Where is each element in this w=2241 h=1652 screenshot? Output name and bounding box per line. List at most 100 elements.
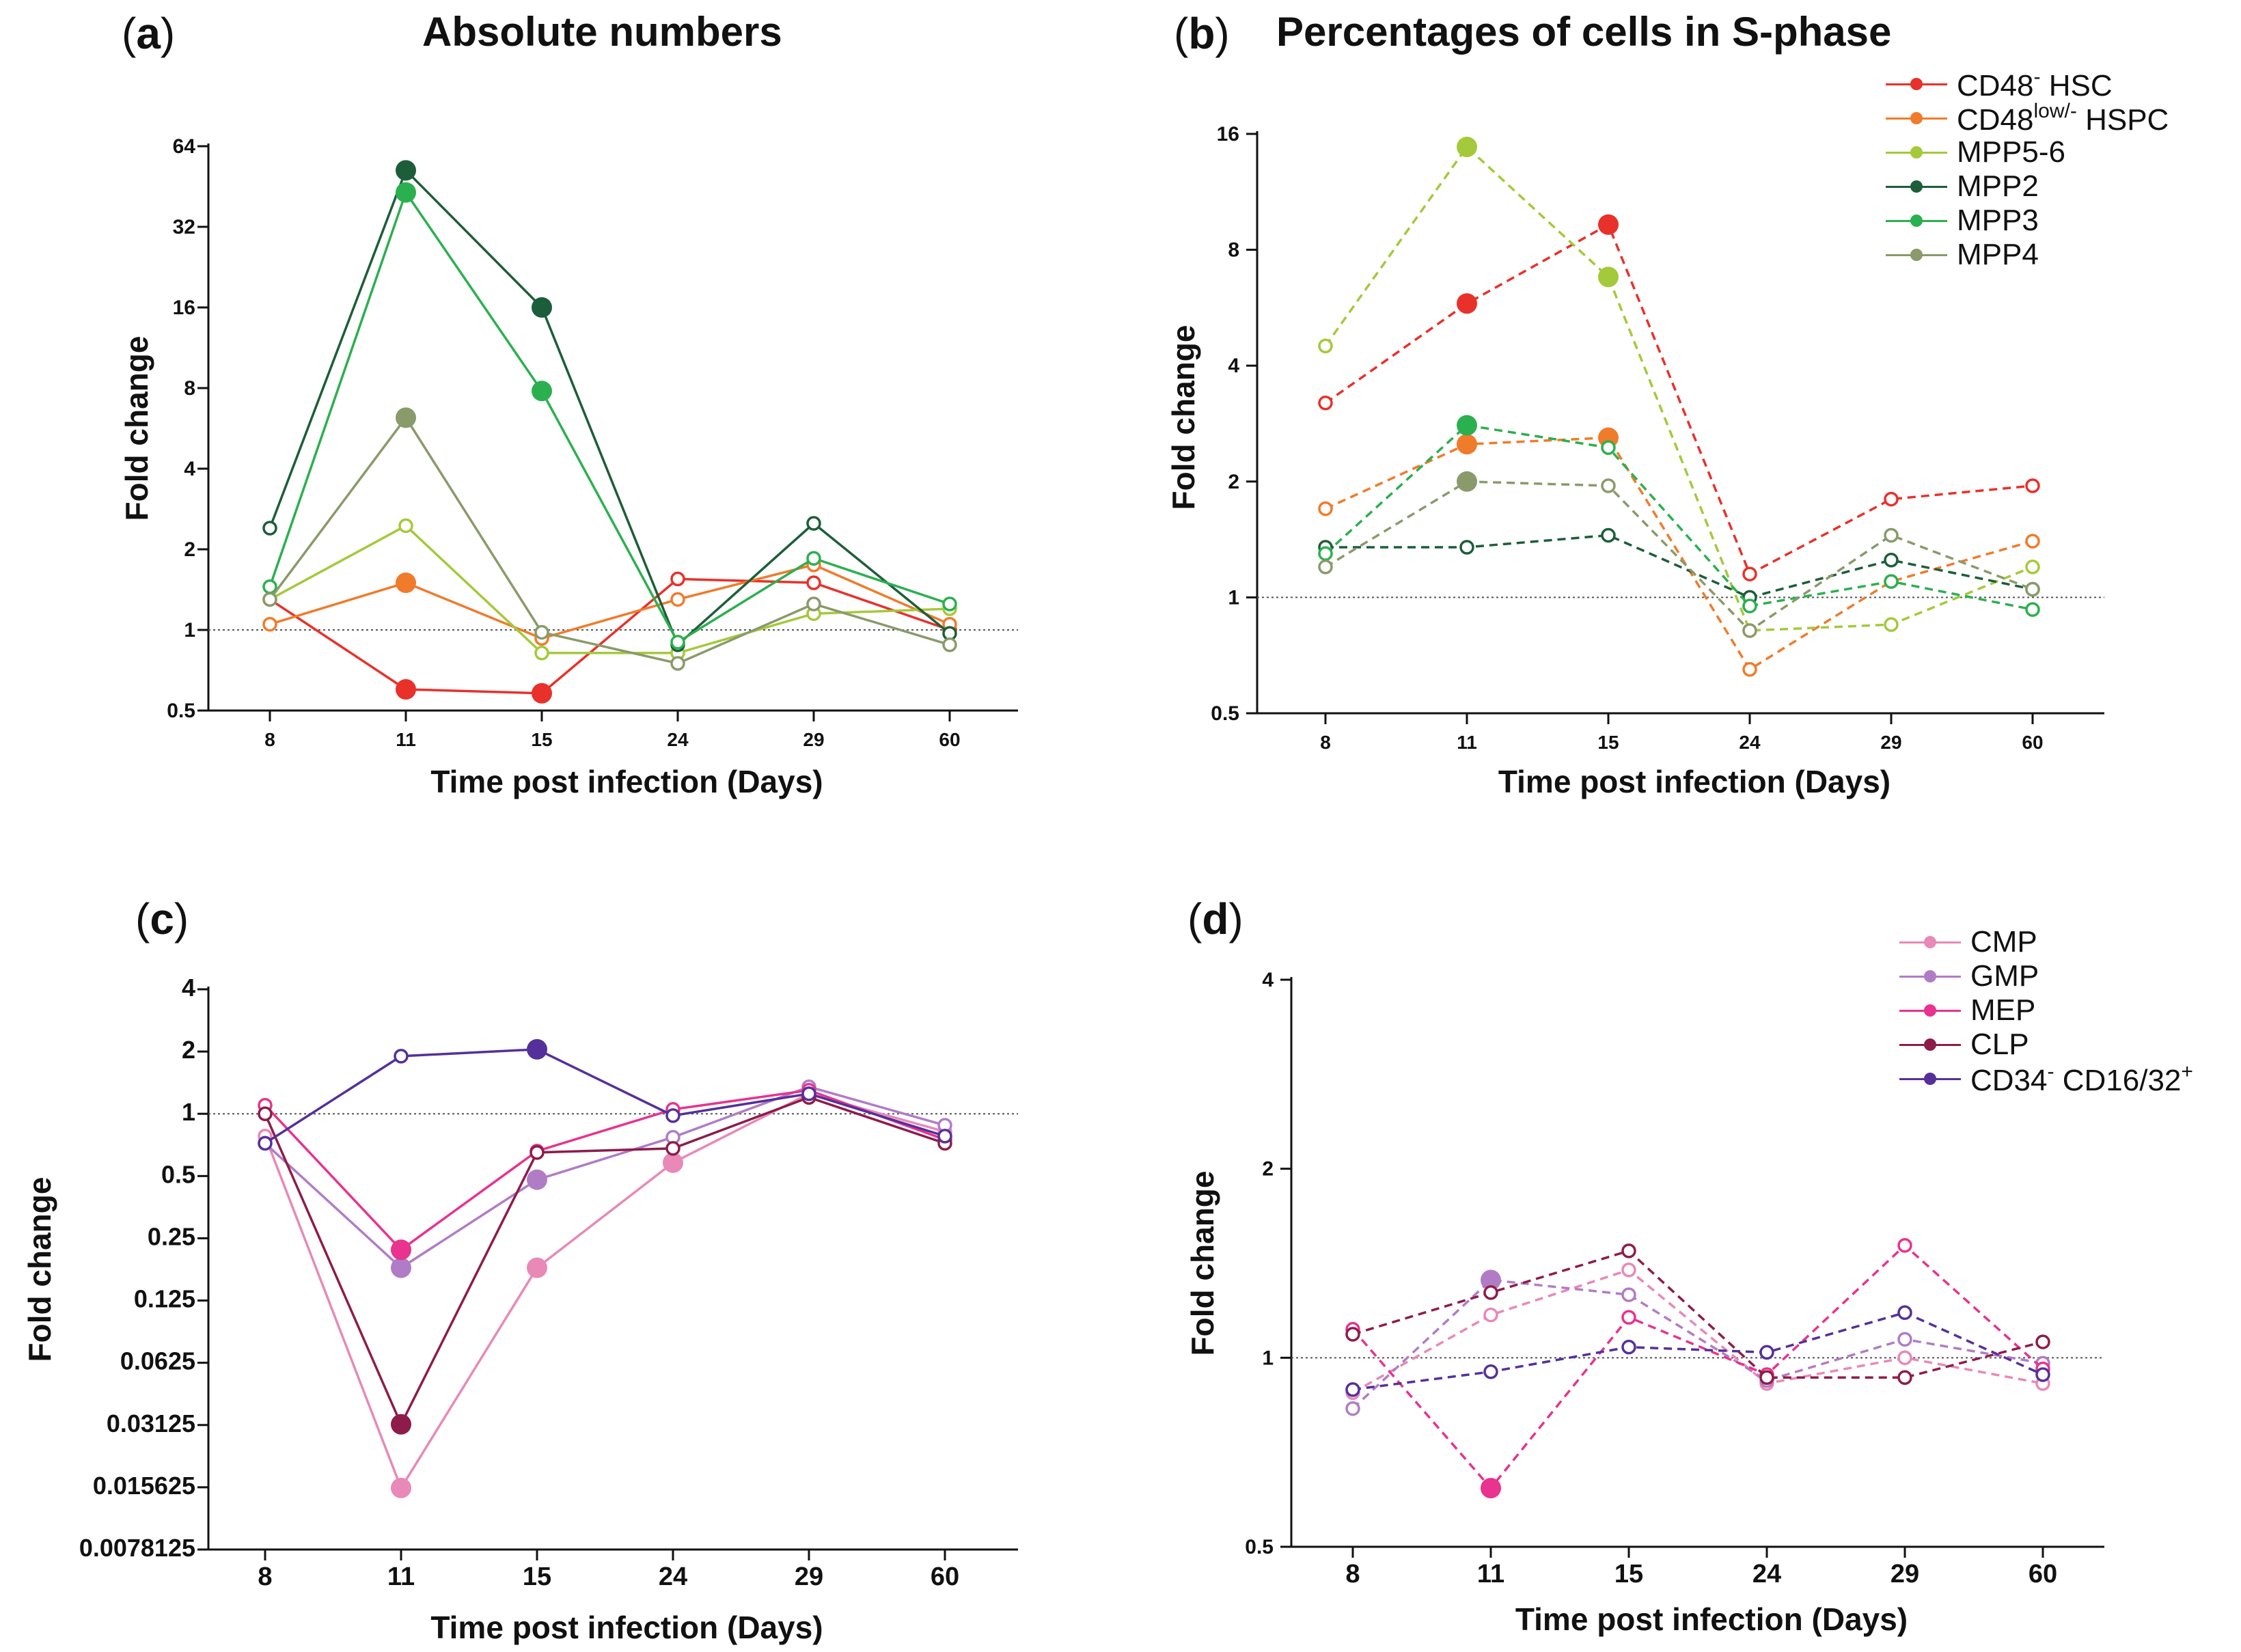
y-tick-label-c: 0.125 (134, 1285, 195, 1313)
series-line-b (1325, 436, 2033, 672)
x-tick-label-c: 29 (795, 1562, 823, 1591)
y-tick-label-a: 0.5 (167, 700, 195, 722)
y-axis-label-c: Fold change (22, 1177, 57, 1362)
data-point-a (396, 678, 416, 700)
data-point-d (1897, 1238, 1912, 1253)
data-point-b (1457, 434, 1477, 455)
y-tick-label-c: 0.0078125 (79, 1534, 195, 1562)
x-tick-label-a: 11 (396, 729, 416, 750)
data-point-a (396, 160, 416, 181)
legend-label: MEP (1970, 993, 2036, 1027)
data-point-b (1318, 546, 1333, 561)
series-line-c (264, 1088, 946, 1252)
data-point-d (1759, 1345, 1774, 1360)
y-tick-label-b: 0.5 (1211, 702, 1239, 725)
y-tick-label-c: 0.03125 (107, 1409, 195, 1437)
legend-label: GMP (1970, 959, 2039, 993)
legend-item: MPP3 (1886, 204, 2169, 238)
y-tick-label-b: 8 (1228, 239, 1239, 262)
chart-title-a: Absolute numbers (422, 9, 782, 55)
data-point-a (670, 635, 685, 650)
legend-swatch (1886, 245, 1947, 265)
data-point-d (1897, 1370, 1912, 1386)
y-tick-label-c: 0.25 (148, 1222, 195, 1250)
data-point-c (530, 1145, 545, 1160)
series-line-a (269, 168, 951, 647)
legend-item: MPP5-6 (1886, 135, 2169, 169)
y-axis-label-a: Fold change (119, 336, 154, 521)
data-point-d (1897, 1332, 1912, 1347)
data-point-c (394, 1049, 409, 1064)
data-point-a (670, 571, 685, 587)
x-tick-label-b: 29 (1880, 732, 1901, 753)
data-point-c (391, 1477, 411, 1498)
chart-title-b: Percentages of cells in S-phase (1276, 9, 1892, 55)
data-point-c (258, 1106, 273, 1121)
series-line-d (1352, 1311, 2044, 1391)
series-line-c (264, 1092, 946, 1491)
chart-panel-c: 0.0078125 0.015625 0.03125 0.0625 0.125 0.25 0… (0, 834, 1107, 1652)
data-point-a (396, 182, 416, 203)
data-point-a (534, 624, 549, 640)
legend-swatch (1899, 932, 1961, 952)
y-tick-label-a: 32 (173, 216, 195, 238)
x-tick-label-d: 29 (1891, 1560, 1919, 1588)
series-line-a (269, 415, 950, 665)
chart-c-svg: 0.0078125 0.015625 0.03125 0.0625 0.125 0.25 0… (22, 974, 1018, 1645)
data-point-c (391, 1414, 411, 1435)
data-point-b (1884, 617, 1899, 632)
data-point-d (1345, 1401, 1360, 1416)
data-point-c (663, 1152, 683, 1173)
x-tick-label-a: 15 (531, 729, 552, 750)
y-axis-label-b: Fold change (1166, 325, 1201, 510)
x-tick-label-c: 24 (659, 1562, 687, 1591)
data-point-b (2025, 581, 2040, 597)
data-point-a (806, 516, 821, 531)
data-point-d (2035, 1367, 2050, 1382)
x-tick-label-a: 29 (803, 729, 824, 750)
legend-swatch (1886, 176, 1947, 197)
data-point-d (1483, 1285, 1498, 1300)
data-point-d (1621, 1287, 1636, 1302)
data-point-b (1742, 598, 1757, 614)
data-point-a (532, 297, 552, 318)
x-tick-label-d: 24 (1752, 1560, 1781, 1588)
data-point-b (2025, 534, 2040, 549)
y-tick-label-b: 4 (1228, 355, 1239, 377)
data-point-d (1483, 1307, 1498, 1323)
x-tick-label-b: 11 (1457, 732, 1477, 753)
x-tick-label-d: 60 (2029, 1560, 2057, 1588)
y-tick-label-a: 8 (184, 377, 195, 400)
series-line-d (1352, 1268, 2044, 1394)
data-point-d (1483, 1364, 1498, 1379)
data-point-d (1897, 1350, 1912, 1366)
data-point-b (1598, 266, 1619, 288)
legend-swatch (1899, 1000, 1961, 1021)
x-tick-label-d: 15 (1614, 1560, 1643, 1588)
series-line-d (1351, 1278, 2044, 1409)
data-point-c (258, 1135, 273, 1151)
data-point-b (1601, 527, 1616, 543)
data-point-c (527, 1257, 547, 1278)
data-point-b (2025, 602, 2040, 617)
y-tick-label-c: 2 (182, 1036, 195, 1064)
x-axis-label-c: Time post infection (Days) (430, 1610, 823, 1645)
data-point-d (1345, 1327, 1360, 1342)
x-tick-label-d: 11 (1477, 1560, 1504, 1588)
series-line-d (1351, 1243, 2044, 1490)
y-tick-label-d: 4 (1262, 969, 1274, 991)
legend-label: MPP2 (1957, 169, 2039, 203)
legend-swatch (1886, 210, 1947, 231)
data-point-b (2025, 478, 2040, 493)
chart-panel-a: 0.5 1 2 4 8 16 32 64 8 11 15 24 29 60 Time post infect… (0, 0, 1107, 820)
y-axis-label-d: Fold change (1185, 1171, 1220, 1356)
data-point-b (1318, 501, 1333, 517)
legend-item: CD48- HSC (1886, 66, 2169, 102)
x-tick-label-a: 8 (264, 729, 275, 750)
legend-top: CD48- HSC CD48low/- HSPC MPP5-6 MPP2 MPP3 MPP… (1886, 66, 2169, 272)
data-point-d (1621, 1310, 1636, 1325)
x-tick-label-a: 24 (667, 729, 689, 750)
y-tick-label-b: 1 (1228, 586, 1239, 609)
